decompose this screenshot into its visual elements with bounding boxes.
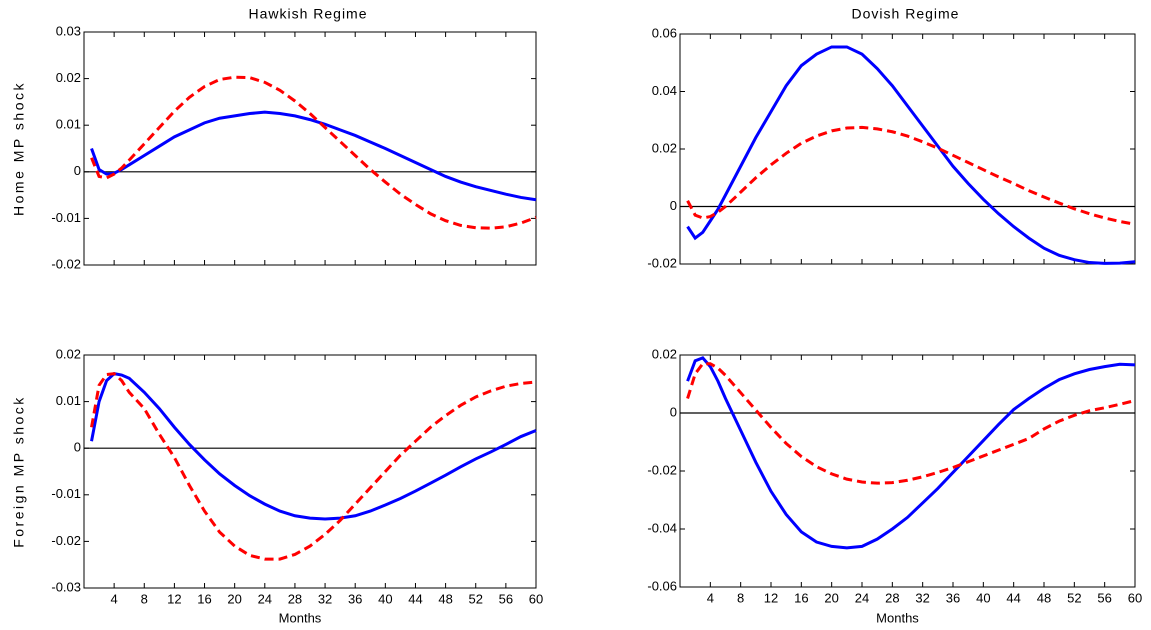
y-tick-label: 0.04 (652, 83, 677, 98)
x-tick-label: 36 (348, 591, 362, 606)
x-tick-label: 4 (111, 591, 118, 606)
y-tick-label: -0.01 (51, 210, 81, 225)
x-tick-label: 32 (915, 590, 929, 605)
x-tick-label: 32 (318, 591, 332, 606)
x-tick-label: 52 (468, 591, 482, 606)
x-tick-label: 8 (737, 590, 744, 605)
x-tick-label: 44 (1006, 590, 1020, 605)
plot-frame (679, 354, 1136, 588)
series-line (90, 372, 537, 561)
x-tick-label: 28 (288, 591, 302, 606)
y-tick-label: -0.02 (51, 256, 81, 271)
x-axis-label: Months (279, 610, 322, 625)
y-tick-label: 0.01 (56, 117, 81, 132)
x-tick-label: 20 (824, 590, 838, 605)
x-tick-label: 28 (885, 590, 899, 605)
series-line (686, 356, 1136, 550)
x-tick-label: 16 (197, 591, 211, 606)
y-tick-label: 0 (670, 198, 677, 213)
x-tick-label: 60 (1128, 590, 1142, 605)
series-line (90, 75, 537, 230)
x-tick-label: 40 (976, 590, 990, 605)
x-tick-label: 40 (378, 591, 392, 606)
x-tick-label: 24 (855, 590, 869, 605)
x-tick-label: 56 (1097, 590, 1111, 605)
series-line (90, 372, 537, 521)
plot-frame (83, 354, 537, 589)
y-tick-label: -0.04 (647, 520, 677, 535)
x-tick-label: 4 (707, 590, 714, 605)
x-tick-label: 24 (258, 591, 272, 606)
x-axis-label: Months (876, 610, 919, 625)
x-tick-label: 20 (227, 591, 241, 606)
series-line (686, 362, 1136, 485)
y-tick-label: 0.02 (652, 346, 677, 361)
y-tick-label: -0.02 (647, 462, 677, 477)
x-tick-label: 52 (1067, 590, 1081, 605)
y-axis-label: Home MP shock (11, 81, 27, 216)
y-axis-label: Foreign MP shock (11, 395, 27, 548)
series-line (686, 125, 1136, 226)
x-tick-label: 12 (167, 591, 181, 606)
y-tick-label: -0.02 (51, 533, 81, 548)
x-tick-label: 16 (794, 590, 808, 605)
y-tick-label: 0.06 (652, 25, 677, 40)
x-tick-label: 8 (141, 591, 148, 606)
y-tick-label: -0.01 (51, 486, 81, 501)
y-tick-label: 0.01 (56, 393, 81, 408)
plot-frame (83, 31, 537, 266)
y-tick-label: 0.02 (652, 140, 677, 155)
y-tick-label: 0.02 (56, 70, 81, 85)
series-line (90, 110, 537, 202)
x-tick-label: 44 (408, 591, 422, 606)
y-tick-label: 0 (74, 440, 81, 455)
x-tick-label: 56 (499, 591, 513, 606)
y-tick-label: 0 (74, 163, 81, 178)
x-tick-label: 36 (946, 590, 960, 605)
panel-title: Hawkish Regime (248, 6, 367, 22)
series-line (686, 45, 1136, 265)
x-tick-label: 12 (764, 590, 778, 605)
panel-title: Dovish Regime (852, 6, 960, 22)
y-tick-label: -0.06 (647, 578, 677, 593)
y-tick-label: 0.03 (56, 23, 81, 38)
y-tick-label: -0.02 (647, 255, 677, 270)
x-tick-label: 48 (438, 591, 452, 606)
x-tick-label: 48 (1037, 590, 1051, 605)
y-tick-label: 0 (670, 404, 677, 419)
x-tick-label: 60 (529, 591, 543, 606)
y-tick-label: 0.02 (56, 346, 81, 361)
y-tick-label: -0.03 (51, 579, 81, 594)
